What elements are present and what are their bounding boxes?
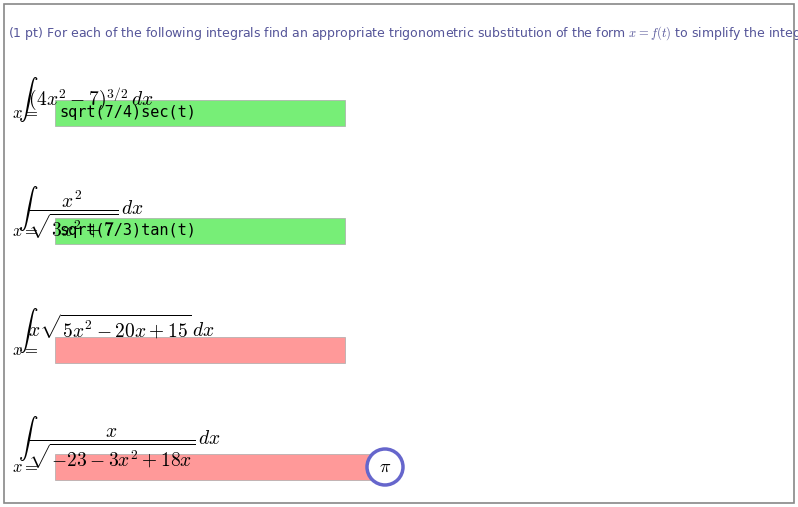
- Text: $\pi$: $\pi$: [379, 458, 391, 476]
- Text: $\int \dfrac{x}{\sqrt{-23 - 3x^2 + 18x}}\,dx$: $\int \dfrac{x}{\sqrt{-23 - 3x^2 + 18x}}…: [18, 415, 221, 472]
- Text: (1 pt) For each of the following integrals find an appropriate trigonometric sub: (1 pt) For each of the following integra…: [8, 24, 798, 42]
- Bar: [55, 218, 345, 244]
- Text: sqrt(7/3)tan(t): sqrt(7/3)tan(t): [59, 224, 196, 238]
- Text: $\int \dfrac{x^2}{\sqrt{3x^2+7}}\,dx$: $\int \dfrac{x^2}{\sqrt{3x^2+7}}\,dx$: [18, 185, 144, 241]
- Circle shape: [367, 449, 403, 485]
- Text: $x =$: $x =$: [12, 458, 38, 476]
- Bar: [55, 337, 345, 363]
- Text: $x =$: $x =$: [12, 341, 38, 359]
- Text: $\int (4x^2 - 7)^{3/2}\,dx$: $\int (4x^2 - 7)^{3/2}\,dx$: [18, 75, 153, 124]
- Text: $x =$: $x =$: [12, 222, 38, 240]
- Text: $\int x\sqrt{5x^2 - 20x + 15}\,dx$: $\int x\sqrt{5x^2 - 20x + 15}\,dx$: [18, 306, 215, 355]
- Bar: [55, 100, 345, 126]
- Bar: [55, 454, 375, 480]
- Text: $x =$: $x =$: [12, 104, 38, 122]
- Text: sqrt(7/4)sec(t): sqrt(7/4)sec(t): [59, 105, 196, 121]
